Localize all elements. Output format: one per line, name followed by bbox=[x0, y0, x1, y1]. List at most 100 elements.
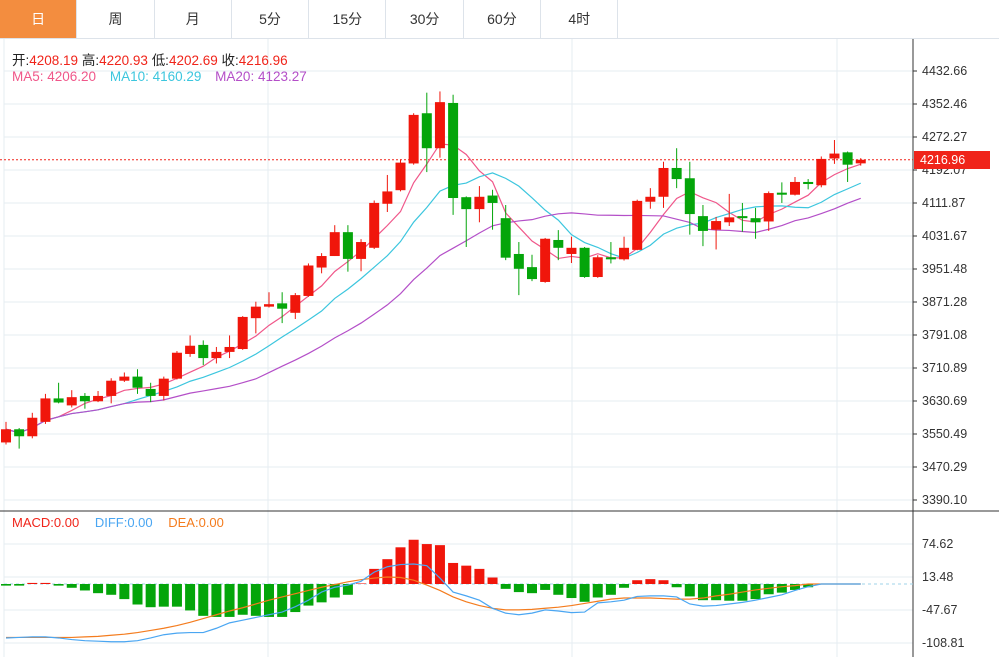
macd-bar bbox=[540, 584, 551, 590]
candle-body bbox=[803, 181, 814, 185]
macd-bar bbox=[250, 584, 261, 616]
tab-2[interactable]: 月 bbox=[155, 0, 232, 38]
macd-bar bbox=[145, 584, 156, 608]
candle bbox=[27, 412, 38, 439]
candle-body bbox=[540, 238, 551, 282]
candle bbox=[198, 340, 209, 366]
candle-body bbox=[566, 247, 577, 254]
candle bbox=[342, 225, 353, 272]
macd-bar bbox=[724, 584, 735, 601]
macd-bar bbox=[579, 584, 590, 602]
macd-bar bbox=[461, 565, 472, 584]
candle bbox=[816, 156, 827, 188]
candle-body bbox=[53, 398, 64, 403]
candle-body bbox=[434, 102, 445, 149]
macd-bar bbox=[316, 584, 327, 603]
tab-4[interactable]: 15分 bbox=[309, 0, 387, 38]
macd-bar bbox=[277, 584, 288, 617]
candle-body bbox=[382, 191, 393, 204]
candle bbox=[106, 378, 117, 404]
candle bbox=[500, 205, 511, 261]
candle-body bbox=[500, 218, 511, 258]
macd-readout: MACD:0.00 DIFF:0.00 DEA:0.00 bbox=[12, 515, 224, 530]
ma-readout: MA5: 4206.20 MA10: 4160.29 MA20: 4123.27 bbox=[12, 69, 307, 84]
candle-body bbox=[527, 267, 537, 280]
candle-body bbox=[369, 202, 380, 248]
candle-body bbox=[408, 114, 419, 164]
candle bbox=[434, 91, 445, 158]
candle-body bbox=[763, 193, 774, 222]
candle bbox=[119, 372, 130, 382]
candle bbox=[93, 390, 104, 403]
candle bbox=[697, 205, 708, 247]
candle bbox=[382, 174, 393, 213]
candle-body bbox=[421, 113, 432, 149]
candle-body bbox=[553, 239, 564, 248]
tab-1[interactable]: 周 bbox=[77, 0, 155, 38]
macd-bar bbox=[303, 584, 314, 606]
macd-bar bbox=[566, 584, 577, 599]
tab-6[interactable]: 60分 bbox=[464, 0, 542, 38]
macd-bar bbox=[79, 584, 90, 591]
ma5-line bbox=[5, 143, 861, 434]
macd-bar bbox=[329, 584, 340, 598]
macd-bar bbox=[185, 584, 196, 611]
candle bbox=[645, 188, 656, 209]
ma10-line bbox=[5, 172, 861, 434]
candle bbox=[316, 253, 327, 274]
macd-bar bbox=[369, 568, 380, 584]
macd-bar bbox=[553, 584, 564, 595]
ma20-value: MA20: 4123.27 bbox=[215, 69, 307, 84]
tab-0[interactable]: 日 bbox=[0, 0, 78, 38]
candle-body bbox=[605, 257, 616, 260]
candle bbox=[303, 263, 314, 297]
candle-body bbox=[1, 429, 11, 443]
macd-bar bbox=[211, 584, 222, 617]
high-value: 4220.93 bbox=[99, 53, 148, 68]
candle-body bbox=[14, 429, 25, 437]
tab-5[interactable]: 30分 bbox=[386, 0, 464, 38]
price-tick-label: 3470.29 bbox=[922, 460, 967, 474]
candle-body bbox=[579, 247, 590, 278]
diff-line bbox=[5, 563, 861, 643]
macd-bar bbox=[93, 584, 104, 594]
tab-7[interactable]: 4时 bbox=[541, 0, 619, 38]
candle-body bbox=[816, 158, 827, 186]
candle-body bbox=[237, 316, 248, 350]
macd-tick-label: -108.81 bbox=[922, 636, 964, 650]
candle bbox=[461, 196, 472, 247]
candle bbox=[185, 335, 196, 357]
candle bbox=[158, 376, 169, 401]
candle bbox=[290, 293, 301, 319]
candle-body bbox=[106, 380, 117, 396]
price-tick-label: 3791.08 bbox=[922, 328, 967, 342]
candle-body bbox=[619, 247, 630, 260]
macd-bar bbox=[40, 582, 51, 584]
macd-bar bbox=[776, 584, 787, 593]
candle bbox=[540, 237, 551, 283]
macd-bar bbox=[158, 584, 169, 607]
candle bbox=[553, 230, 564, 261]
candle bbox=[579, 246, 590, 278]
price-tick-label: 3390.10 bbox=[922, 493, 967, 507]
close-label: 收: bbox=[221, 53, 239, 68]
candle bbox=[264, 292, 274, 308]
candle bbox=[842, 151, 853, 182]
macd-bar bbox=[790, 584, 800, 590]
macd-bar bbox=[605, 584, 616, 595]
candle-body bbox=[658, 167, 669, 197]
candle-body bbox=[27, 417, 38, 437]
macd-bar bbox=[1, 584, 11, 586]
price-tick-label: 3871.28 bbox=[922, 295, 967, 309]
macd-bar bbox=[14, 584, 25, 586]
tab-3[interactable]: 5分 bbox=[232, 0, 310, 38]
candle bbox=[14, 428, 25, 449]
macd-bar bbox=[224, 584, 235, 617]
candle-body bbox=[171, 352, 182, 379]
candle-body bbox=[592, 257, 603, 278]
price-tick-label: 4432.66 bbox=[922, 64, 967, 78]
ohlc-readout: 开:4208.19 高:4220.93 低:4202.69 收:4216.96 bbox=[12, 49, 288, 69]
candle-body bbox=[842, 152, 853, 165]
macd-bar bbox=[671, 584, 682, 588]
